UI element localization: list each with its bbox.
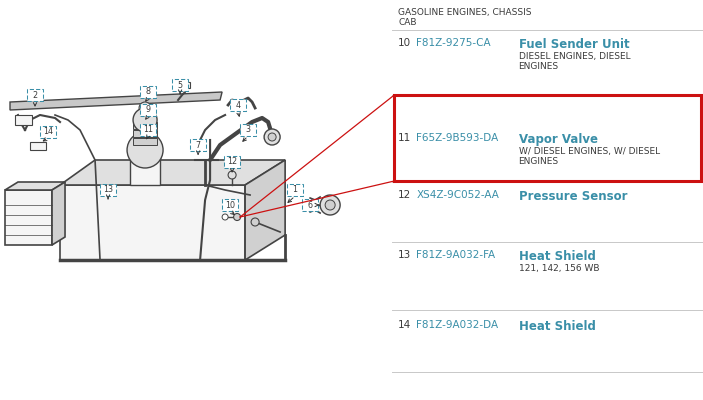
Polygon shape bbox=[10, 92, 222, 110]
Text: 9: 9 bbox=[146, 106, 150, 114]
Text: 2: 2 bbox=[32, 90, 37, 100]
Polygon shape bbox=[60, 160, 285, 185]
Text: 10: 10 bbox=[399, 38, 411, 48]
Text: W/ DIESEL ENGINES, W/ DIESEL: W/ DIESEL ENGINES, W/ DIESEL bbox=[519, 147, 659, 156]
Text: 8: 8 bbox=[146, 88, 150, 96]
Polygon shape bbox=[30, 142, 46, 150]
FancyBboxPatch shape bbox=[302, 199, 318, 211]
Circle shape bbox=[325, 200, 335, 210]
Text: 7: 7 bbox=[195, 140, 200, 150]
FancyBboxPatch shape bbox=[190, 139, 206, 151]
Polygon shape bbox=[133, 122, 157, 129]
Text: 11: 11 bbox=[143, 126, 153, 134]
Text: 5: 5 bbox=[178, 80, 183, 90]
Text: Pressure Sensor: Pressure Sensor bbox=[519, 190, 627, 203]
Circle shape bbox=[228, 171, 236, 179]
Text: 121, 142, 156 WB: 121, 142, 156 WB bbox=[519, 264, 599, 273]
Text: DIESEL ENGINES, DIESEL: DIESEL ENGINES, DIESEL bbox=[519, 52, 630, 61]
FancyBboxPatch shape bbox=[230, 99, 246, 111]
Text: F81Z-9275-CA: F81Z-9275-CA bbox=[416, 38, 491, 48]
Circle shape bbox=[127, 132, 163, 168]
Polygon shape bbox=[130, 150, 160, 185]
Text: 11: 11 bbox=[399, 133, 411, 143]
FancyBboxPatch shape bbox=[140, 104, 156, 116]
Text: 12: 12 bbox=[399, 190, 411, 200]
Text: GASOLINE ENGINES, CHASSIS: GASOLINE ENGINES, CHASSIS bbox=[399, 8, 531, 17]
Text: F81Z-9A032-FA: F81Z-9A032-FA bbox=[416, 250, 496, 260]
Text: 13: 13 bbox=[103, 186, 113, 194]
Text: 6: 6 bbox=[308, 200, 313, 210]
Text: XS4Z-9C052-AA: XS4Z-9C052-AA bbox=[416, 190, 499, 200]
Polygon shape bbox=[5, 182, 65, 190]
FancyBboxPatch shape bbox=[287, 184, 303, 196]
Text: Heat Shield: Heat Shield bbox=[519, 250, 595, 263]
Polygon shape bbox=[174, 82, 190, 88]
FancyBboxPatch shape bbox=[140, 86, 156, 98]
Polygon shape bbox=[245, 160, 285, 260]
Text: Fuel Sender Unit: Fuel Sender Unit bbox=[519, 38, 629, 51]
Text: ENGINES: ENGINES bbox=[519, 62, 559, 71]
Polygon shape bbox=[133, 138, 157, 145]
FancyBboxPatch shape bbox=[100, 184, 116, 196]
Text: 14: 14 bbox=[399, 320, 411, 330]
FancyBboxPatch shape bbox=[40, 126, 56, 138]
Text: 1: 1 bbox=[292, 186, 297, 194]
Circle shape bbox=[133, 108, 157, 132]
Polygon shape bbox=[133, 130, 157, 137]
Circle shape bbox=[222, 214, 228, 220]
Text: 10: 10 bbox=[225, 200, 235, 210]
Text: ENGINES: ENGINES bbox=[519, 157, 559, 166]
Text: F65Z-9B593-DA: F65Z-9B593-DA bbox=[416, 133, 498, 143]
Text: F81Z-9A032-DA: F81Z-9A032-DA bbox=[416, 320, 498, 330]
Circle shape bbox=[268, 133, 276, 141]
Text: CAB: CAB bbox=[399, 18, 417, 27]
Circle shape bbox=[251, 218, 259, 226]
Text: Heat Shield: Heat Shield bbox=[519, 320, 595, 333]
Text: 14: 14 bbox=[43, 128, 53, 136]
Text: 13: 13 bbox=[399, 250, 411, 260]
Circle shape bbox=[264, 129, 280, 145]
FancyBboxPatch shape bbox=[27, 89, 43, 101]
Text: Vapor Valve: Vapor Valve bbox=[519, 133, 598, 146]
Text: 3: 3 bbox=[245, 126, 250, 134]
Polygon shape bbox=[15, 115, 32, 125]
Text: 4: 4 bbox=[236, 100, 240, 110]
Circle shape bbox=[139, 102, 151, 114]
FancyBboxPatch shape bbox=[222, 199, 238, 211]
Circle shape bbox=[320, 195, 340, 215]
FancyBboxPatch shape bbox=[224, 156, 240, 168]
Polygon shape bbox=[5, 190, 52, 245]
Polygon shape bbox=[52, 182, 65, 245]
Circle shape bbox=[233, 214, 240, 220]
Text: 12: 12 bbox=[227, 158, 237, 166]
FancyBboxPatch shape bbox=[172, 79, 188, 91]
FancyBboxPatch shape bbox=[140, 124, 156, 136]
FancyBboxPatch shape bbox=[240, 124, 256, 136]
Polygon shape bbox=[60, 185, 245, 260]
